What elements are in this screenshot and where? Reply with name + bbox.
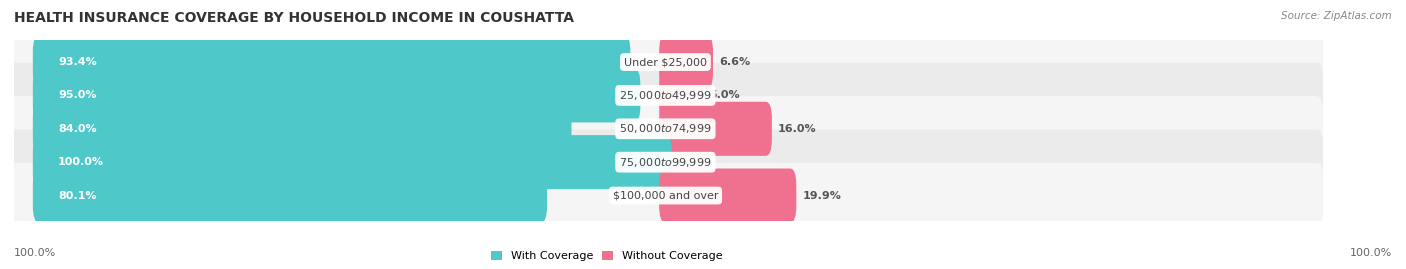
Legend: With Coverage, Without Coverage: With Coverage, Without Coverage — [486, 246, 727, 266]
FancyBboxPatch shape — [659, 35, 713, 89]
Text: 5.0%: 5.0% — [709, 90, 740, 100]
Text: 84.0%: 84.0% — [58, 124, 97, 134]
FancyBboxPatch shape — [659, 102, 772, 156]
FancyBboxPatch shape — [32, 135, 672, 189]
Text: 100.0%: 100.0% — [14, 248, 56, 258]
FancyBboxPatch shape — [8, 63, 1323, 128]
Text: 16.0%: 16.0% — [778, 124, 817, 134]
FancyBboxPatch shape — [32, 68, 640, 122]
Text: Under $25,000: Under $25,000 — [624, 57, 707, 67]
Text: 93.4%: 93.4% — [58, 57, 97, 67]
Text: 0.0%: 0.0% — [678, 157, 709, 167]
FancyBboxPatch shape — [8, 129, 1323, 195]
Text: 100.0%: 100.0% — [58, 157, 104, 167]
Text: 95.0%: 95.0% — [58, 90, 97, 100]
FancyBboxPatch shape — [32, 35, 630, 89]
Text: 100.0%: 100.0% — [1350, 248, 1392, 258]
Text: $100,000 and over: $100,000 and over — [613, 190, 718, 201]
Text: $50,000 to $74,999: $50,000 to $74,999 — [619, 122, 711, 135]
Text: HEALTH INSURANCE COVERAGE BY HOUSEHOLD INCOME IN COUSHATTA: HEALTH INSURANCE COVERAGE BY HOUSEHOLD I… — [14, 11, 574, 25]
Text: 80.1%: 80.1% — [58, 190, 97, 201]
Text: 6.6%: 6.6% — [720, 57, 751, 67]
Text: $75,000 to $99,999: $75,000 to $99,999 — [619, 156, 711, 169]
FancyBboxPatch shape — [659, 68, 703, 122]
FancyBboxPatch shape — [32, 102, 571, 156]
FancyBboxPatch shape — [8, 96, 1323, 161]
FancyBboxPatch shape — [32, 168, 547, 222]
FancyBboxPatch shape — [659, 168, 796, 222]
Text: Source: ZipAtlas.com: Source: ZipAtlas.com — [1281, 11, 1392, 21]
FancyBboxPatch shape — [8, 163, 1323, 228]
FancyBboxPatch shape — [8, 29, 1323, 95]
Text: $25,000 to $49,999: $25,000 to $49,999 — [619, 89, 711, 102]
Text: 19.9%: 19.9% — [803, 190, 841, 201]
